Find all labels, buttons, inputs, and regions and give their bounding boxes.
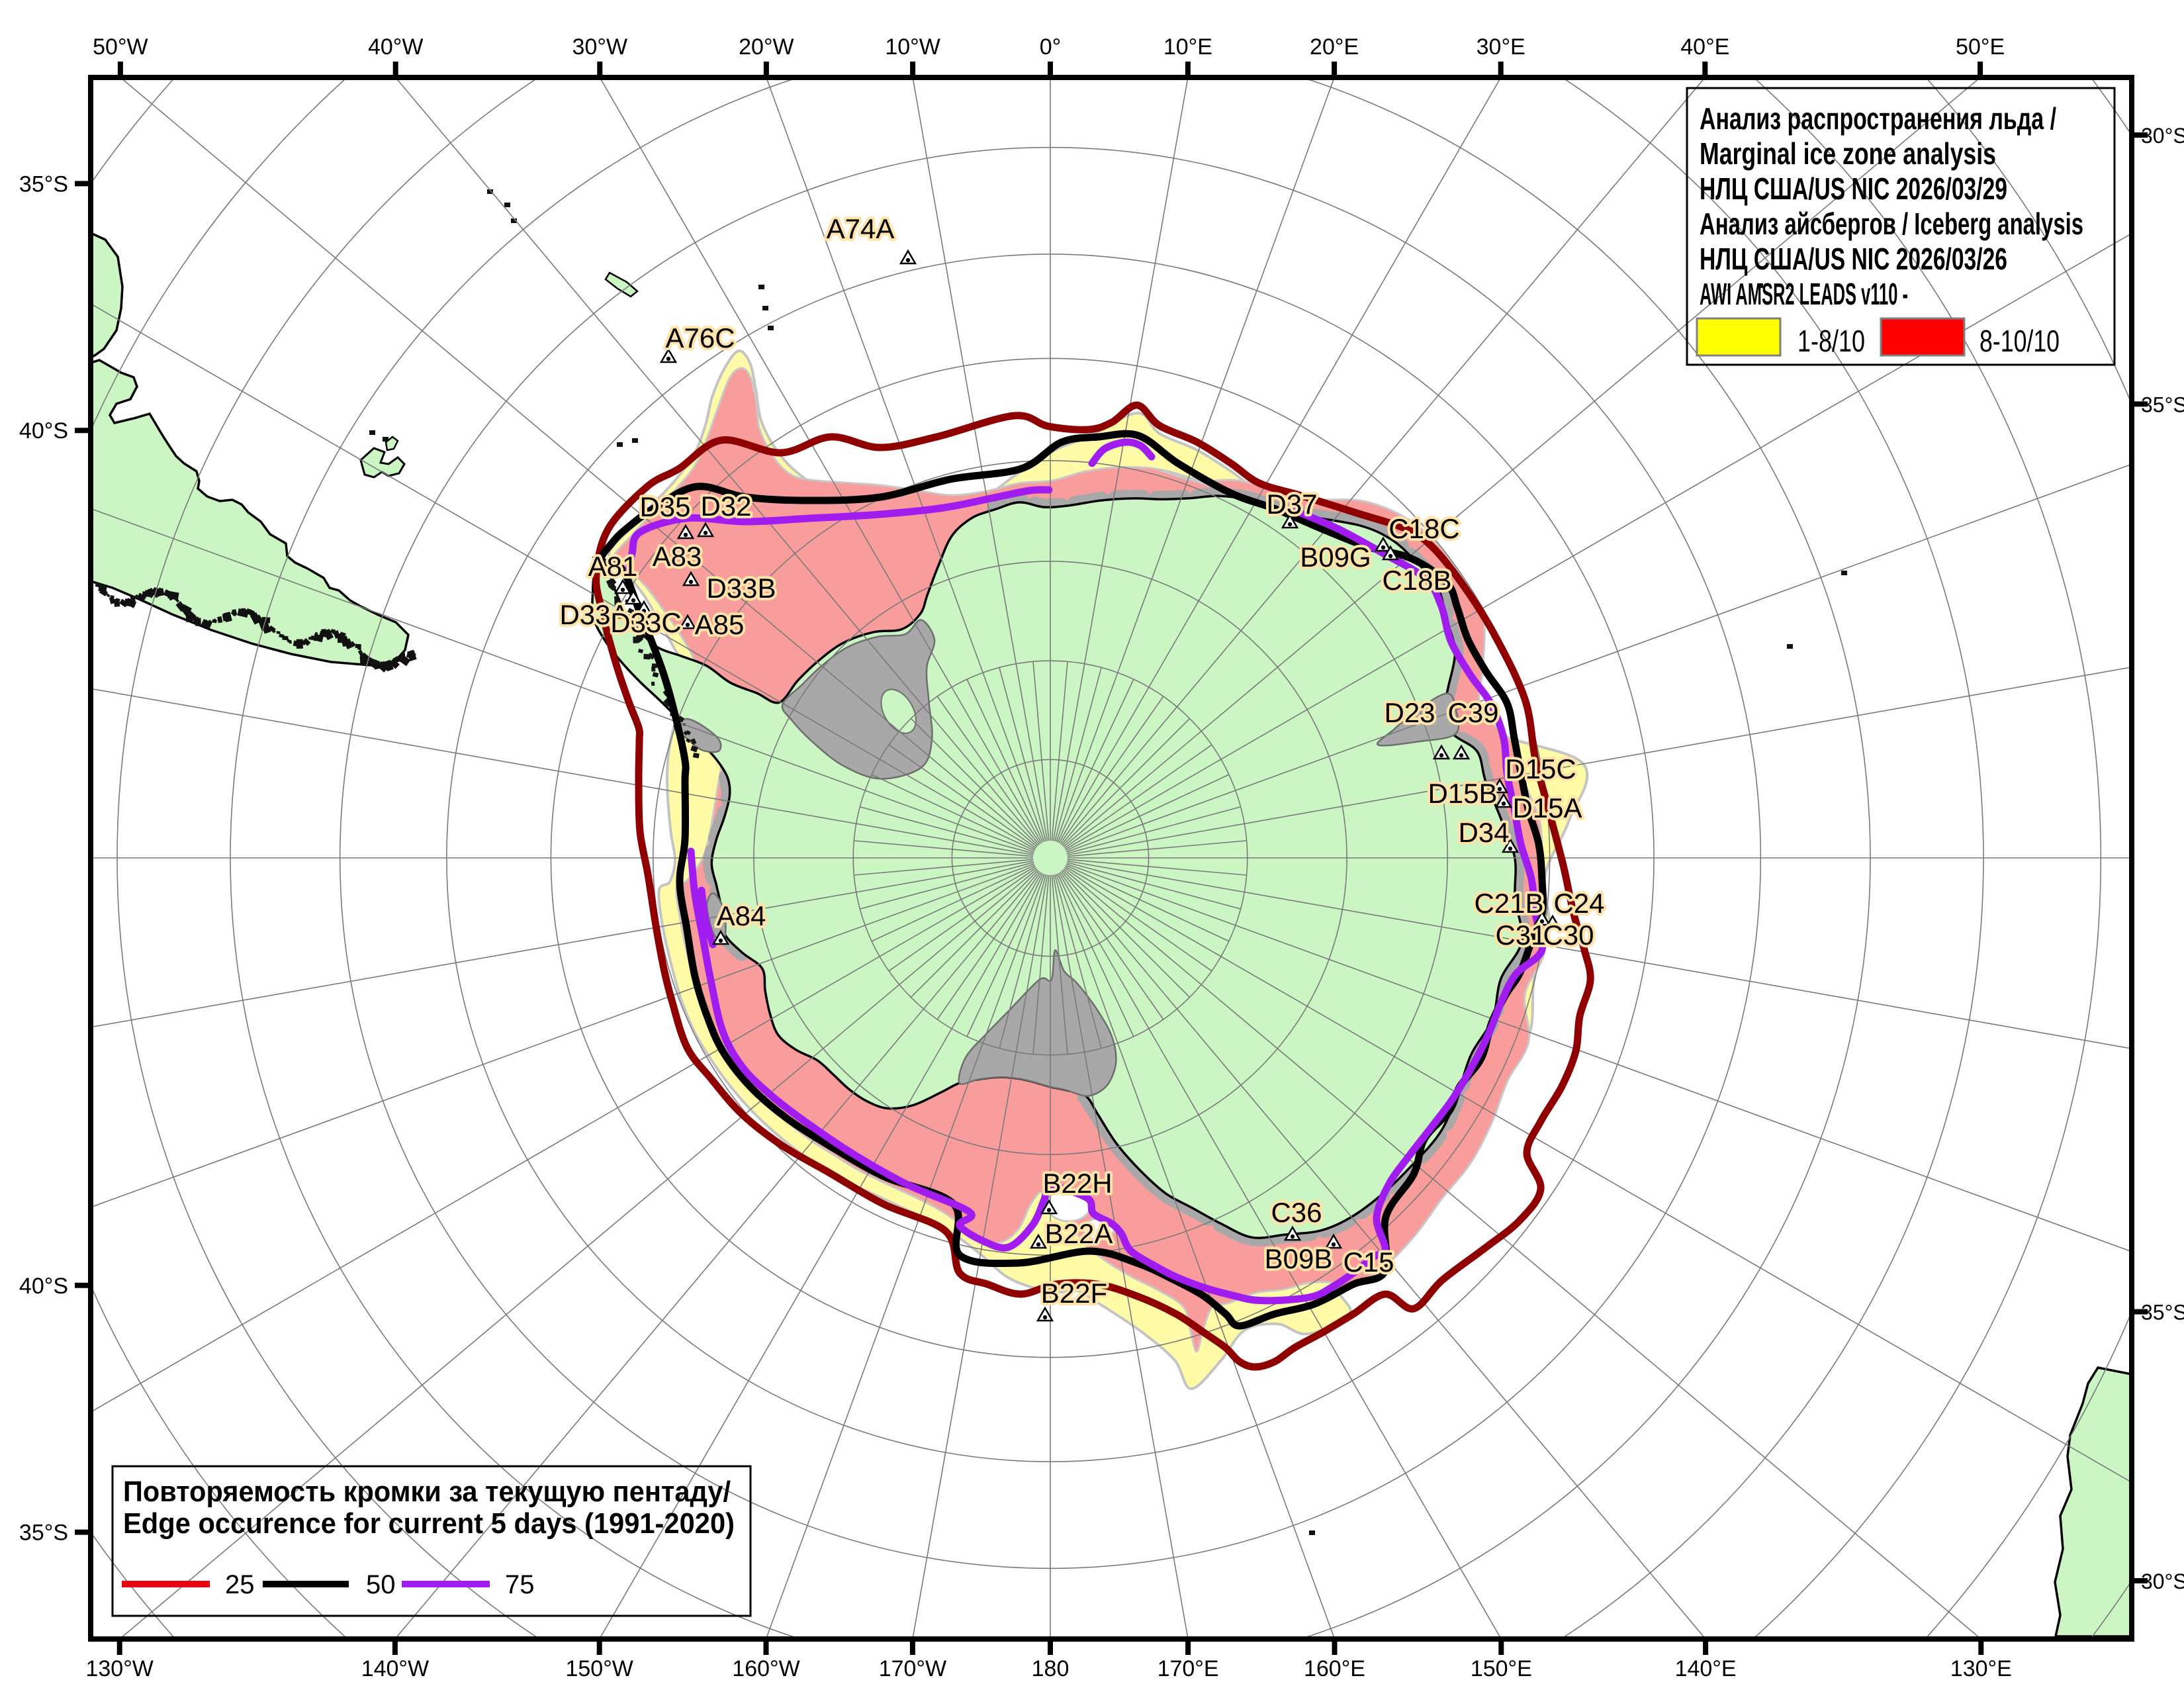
svg-text:160°E: 160°E xyxy=(1304,1656,1365,1681)
svg-text:C24: C24 xyxy=(1553,888,1604,919)
svg-text:C30: C30 xyxy=(1543,919,1594,951)
svg-text:30°S: 30°S xyxy=(2141,1570,2184,1593)
svg-text:НЛЦ США/US NIC 2026/03/29: НЛЦ США/US NIC 2026/03/29 xyxy=(1700,171,2007,206)
svg-text:B09G: B09G xyxy=(1300,541,1371,573)
svg-text:C31: C31 xyxy=(1495,919,1546,951)
svg-text:170°W: 170°W xyxy=(879,1656,946,1681)
svg-text:140°W: 140°W xyxy=(361,1656,429,1681)
svg-text:A76C: A76C xyxy=(665,322,735,353)
svg-text:180: 180 xyxy=(1032,1656,1069,1681)
svg-text:C15: C15 xyxy=(1343,1246,1394,1278)
svg-text:40°W: 40°W xyxy=(368,34,424,60)
svg-text:B09B: B09B xyxy=(1265,1243,1333,1274)
svg-text:A83: A83 xyxy=(653,541,702,572)
svg-text:35°S: 35°S xyxy=(19,171,68,197)
svg-text:1-8/10: 1-8/10 xyxy=(1797,324,1865,358)
svg-text:AWI AMSR2 LEADS v110 -: AWI AMSR2 LEADS v110 - xyxy=(1700,277,1908,311)
svg-text:50°E: 50°E xyxy=(1956,34,2005,60)
svg-text:50: 50 xyxy=(366,1570,396,1599)
svg-text:A81: A81 xyxy=(588,551,638,582)
svg-text:35°S: 35°S xyxy=(2141,393,2184,416)
svg-text:0°: 0° xyxy=(1040,34,1062,60)
svg-text:A85: A85 xyxy=(695,609,745,640)
svg-text:150°E: 150°E xyxy=(1471,1656,1532,1681)
svg-text:D33B: D33B xyxy=(706,573,776,604)
svg-text:B22F: B22F xyxy=(1041,1278,1107,1309)
svg-text:40°S: 40°S xyxy=(19,418,68,444)
svg-text:50°W: 50°W xyxy=(93,34,148,60)
svg-text:D34: D34 xyxy=(1458,817,1509,848)
svg-text:C21B: C21B xyxy=(1474,888,1543,919)
svg-text:D15B: D15B xyxy=(1428,778,1497,809)
svg-text:Marginal ice zone analysis: Marginal ice zone analysis xyxy=(1700,136,1996,171)
svg-text:20°W: 20°W xyxy=(739,34,794,60)
svg-text:25: 25 xyxy=(225,1570,255,1599)
svg-text:D32: D32 xyxy=(700,491,751,522)
svg-text:A84: A84 xyxy=(717,900,766,931)
svg-text:20°E: 20°E xyxy=(1310,34,1359,60)
svg-text:35°S: 35°S xyxy=(2141,1301,2184,1325)
svg-text:D15C: D15C xyxy=(1505,753,1576,784)
svg-text:35°S: 35°S xyxy=(19,1521,68,1546)
svg-text:D23: D23 xyxy=(1384,697,1435,728)
svg-text:D35: D35 xyxy=(639,491,690,522)
svg-text:30°S: 30°S xyxy=(2141,124,2184,148)
svg-text:D33A: D33A xyxy=(559,599,629,630)
svg-text:C36: C36 xyxy=(1271,1197,1322,1228)
svg-text:НЛЦ США/US NIC 2026/03/26: НЛЦ США/US NIC 2026/03/26 xyxy=(1700,242,2007,276)
svg-text:D37: D37 xyxy=(1266,489,1317,520)
svg-text:160°W: 160°W xyxy=(732,1656,799,1681)
svg-text:B22A: B22A xyxy=(1045,1218,1113,1249)
svg-text:130°E: 130°E xyxy=(1950,1656,2012,1681)
svg-text:170°E: 170°E xyxy=(1158,1656,1219,1681)
svg-text:Повторяемость кромки за текущу: Повторяемость кромки за текущую пентаду/ xyxy=(123,1476,731,1508)
svg-text:C39: C39 xyxy=(1447,697,1498,728)
svg-text:A74A: A74A xyxy=(827,213,895,244)
svg-text:D33C: D33C xyxy=(610,607,681,638)
svg-text:10°E: 10°E xyxy=(1163,34,1212,60)
svg-text:C18C: C18C xyxy=(1388,513,1459,544)
svg-text:75: 75 xyxy=(505,1570,535,1599)
svg-text:C18B: C18B xyxy=(1382,565,1451,596)
svg-text:D15A: D15A xyxy=(1512,792,1582,823)
svg-text:Edge occurence for current 5 d: Edge occurence for current 5 days (1991-… xyxy=(123,1507,735,1540)
svg-text:30°E: 30°E xyxy=(1477,34,1525,60)
svg-text:B22H: B22H xyxy=(1042,1168,1112,1199)
svg-text:8-10/10: 8-10/10 xyxy=(1979,324,2060,358)
svg-text:10°W: 10°W xyxy=(885,34,940,60)
svg-text:40°E: 40°E xyxy=(1680,34,1729,60)
svg-text:30°W: 30°W xyxy=(572,34,628,60)
svg-text:140°E: 140°E xyxy=(1675,1656,1737,1681)
svg-text:Анализ распространения льда /: Анализ распространения льда / xyxy=(1700,101,2056,136)
svg-text:Анализ айсбергов / Iceberg ana: Анализ айсбергов / Iceberg analysis xyxy=(1700,207,2083,241)
svg-text:40°S: 40°S xyxy=(19,1274,68,1299)
svg-text:150°W: 150°W xyxy=(565,1656,633,1681)
svg-text:130°W: 130°W xyxy=(85,1656,153,1681)
